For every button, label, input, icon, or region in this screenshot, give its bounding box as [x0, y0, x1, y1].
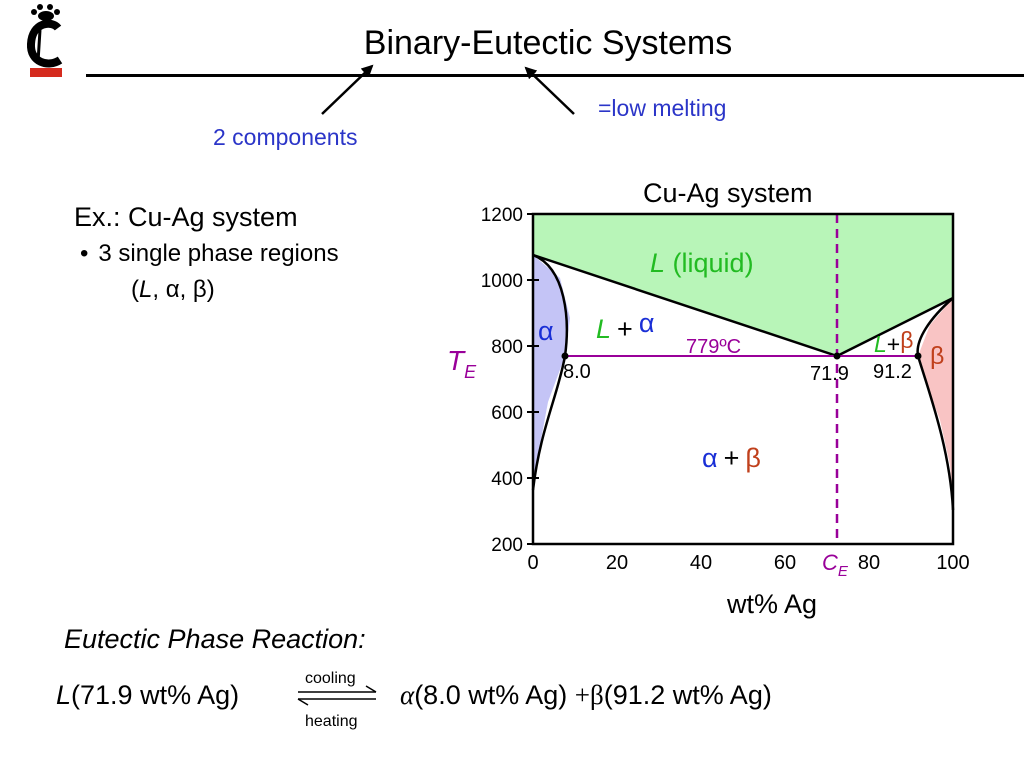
beta-region	[918, 298, 953, 510]
alpha-region	[533, 255, 570, 490]
y-tick-label: 800	[491, 337, 523, 358]
components-arrow	[321, 64, 374, 115]
l-beta-phase: β	[900, 327, 913, 353]
y-tick-label: 1200	[481, 205, 523, 226]
x-axis-label: wt% Ag	[726, 589, 817, 619]
l-alpha-phase: α	[639, 308, 655, 338]
alpha-beta-plus: +	[724, 443, 740, 473]
bullet-text: 3 single phase regions	[98, 240, 339, 267]
alpha-beta-label: α + β	[702, 443, 761, 473]
y-tick-label: 1000	[481, 271, 523, 292]
example-heading: Ex.: Cu-Ag system	[74, 202, 298, 232]
reaction-reactant: L(71.9 wt% Ag)	[56, 680, 239, 711]
eutectic-composition-label: 71.9	[810, 363, 849, 385]
eutectic-temperature-symbol: TE	[447, 345, 477, 382]
x-tick-label: 40	[690, 552, 712, 574]
l-alpha-symbol: L	[596, 314, 611, 344]
reaction-products: α(8.0 wt% Ag) +β(91.2 wt% Ag)	[400, 680, 772, 711]
te-main: T	[447, 345, 466, 376]
y-tick-label: 600	[491, 403, 523, 424]
product-beta: β	[590, 680, 604, 710]
beta-solvus	[916, 297, 955, 511]
university-logo	[22, 4, 68, 80]
alpha-label: α	[538, 316, 554, 346]
phases-list: (L, α, β)	[131, 276, 215, 304]
reaction-title: Eutectic Phase Reaction:	[64, 624, 366, 654]
l-beta-plus: +	[887, 331, 900, 357]
alpha-beta-beta: β	[745, 443, 761, 473]
equilibrium-arrows	[297, 685, 377, 706]
x-axis: 0 20 40 60 80 100	[527, 552, 969, 574]
title-divider	[86, 74, 1024, 77]
l-alpha-label: L + α	[596, 308, 654, 344]
diagram-title: Cu-Ag system	[643, 178, 813, 208]
x-tick-label: 0	[527, 552, 538, 574]
beta-limit-point	[914, 352, 922, 360]
reactant-L: L	[56, 680, 72, 710]
beta-label: β	[930, 342, 944, 370]
phases-prefix: (	[131, 276, 139, 303]
reactant-composition: (71.9 wt% Ag)	[71, 680, 240, 710]
alpha-limit-label: 8.0	[563, 361, 591, 383]
te-sub: E	[464, 362, 477, 382]
l-alpha-plus: +	[617, 314, 633, 344]
x-tick-label: 20	[606, 552, 628, 574]
eutectic-composition-symbol: CE	[822, 550, 849, 580]
liquid-region	[533, 214, 953, 356]
y-axis: 200 400 600 800 1000 1200	[481, 205, 539, 556]
x-tick-label: 60	[774, 552, 796, 574]
bullet-marker: •	[80, 240, 89, 267]
y-tick-label: 200	[491, 535, 523, 556]
phases-rest: , α, β)	[152, 276, 215, 303]
low-melting-note: =low melting	[598, 95, 727, 121]
plot-frame	[531, 212, 955, 546]
beta-limit-label: 91.2	[873, 361, 912, 383]
y-tick-label: 400	[491, 469, 523, 490]
liquid-label-text: (liquid)	[665, 248, 754, 278]
ce-main: C	[822, 550, 838, 575]
components-note: 2 components	[213, 124, 358, 150]
l-beta-label: L+β	[874, 327, 913, 357]
liquid-label-symbol: L	[650, 248, 665, 278]
low-melting-arrow	[524, 66, 575, 115]
product-alpha-composition: (8.0 wt% Ag)	[414, 680, 568, 710]
slide-title: Binary-Eutectic Systems	[363, 24, 733, 62]
heating-label: heating	[305, 713, 358, 730]
alpha-limit-point	[561, 352, 569, 360]
product-plus: +	[574, 680, 590, 710]
product-beta-composition: (91.2 wt% Ag)	[603, 680, 772, 710]
cooling-label: cooling	[305, 670, 356, 687]
x-tick-label: 80	[858, 552, 880, 574]
ce-sub: E	[838, 563, 849, 580]
product-alpha: α	[400, 680, 415, 710]
x-tick-label: 100	[936, 552, 969, 574]
l-beta-symbol: L	[874, 331, 887, 357]
liquid-label: L (liquid)	[650, 248, 754, 278]
eutectic-point	[833, 352, 841, 360]
phases-L: L	[139, 276, 153, 303]
eutectic-temperature-label: 779ºC	[686, 336, 741, 358]
bullet-item: • 3 single phase regions	[80, 240, 339, 268]
alpha-beta-alpha: α	[702, 443, 718, 473]
